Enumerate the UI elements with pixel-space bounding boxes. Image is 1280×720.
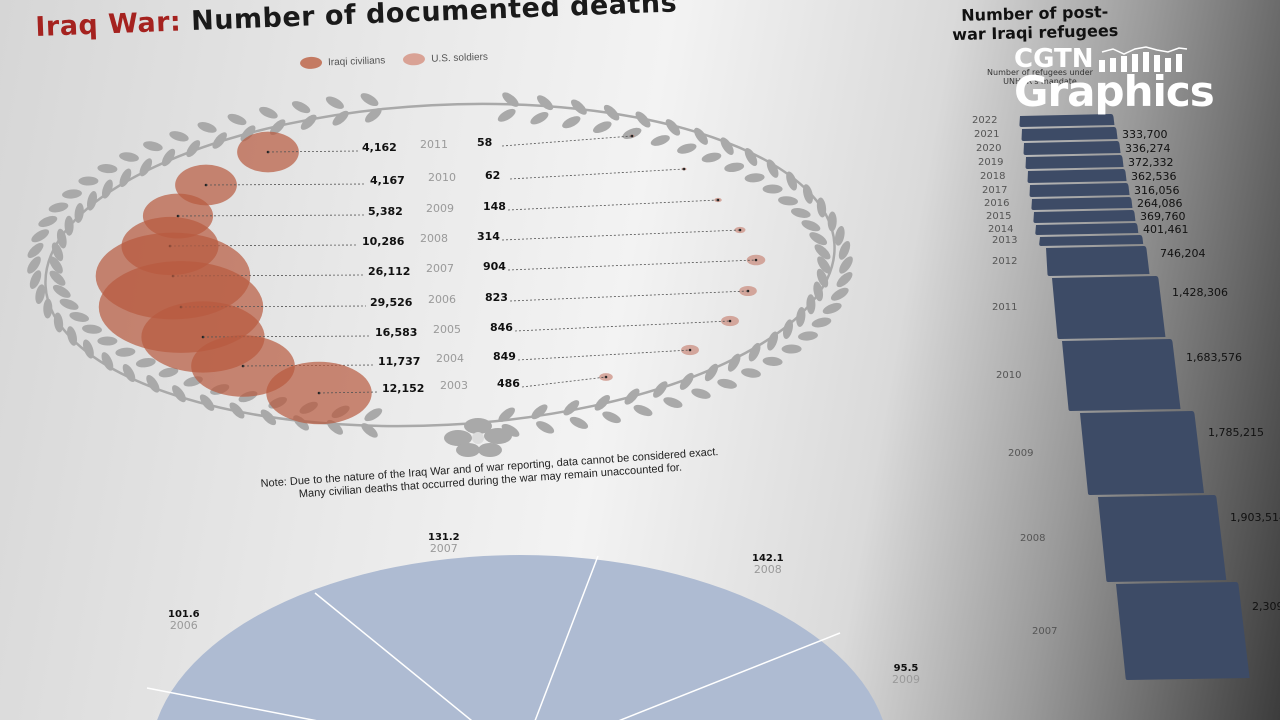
bar-chart-logo-icon <box>1099 46 1188 72</box>
year-label: 2003 <box>440 379 468 392</box>
refugee-value-label: 1,785,215 <box>1208 425 1264 439</box>
refugee-value-label: 362,536 <box>1131 169 1177 183</box>
refugee-bar <box>1039 235 1144 246</box>
refugee-bar <box>1052 276 1166 339</box>
refugee-year-label: 2012 <box>992 255 1018 267</box>
refugee-year-label: 2013 <box>992 235 1018 246</box>
flower-ornament-icon <box>444 418 512 457</box>
refugee-year-label: 2020 <box>976 142 1002 154</box>
title-main: Number of documented deaths <box>190 0 678 38</box>
year-label: 2004 <box>436 352 464 365</box>
refugee-bar <box>1019 114 1115 127</box>
year-label: 2005 <box>433 323 461 336</box>
cgtn-graphics-logo: CGTN Graphics <box>1014 44 1215 116</box>
refugee-value-label: 336,274 <box>1125 141 1171 155</box>
year-label: 2006 <box>428 293 456 306</box>
refugee-value-label: 369,760 <box>1140 210 1186 223</box>
refugee-year-label: 2021 <box>974 128 1000 140</box>
refugee-year-label: 2017 <box>982 184 1008 196</box>
refugee-bar <box>1031 197 1133 210</box>
refugee-year-label: 2014 <box>988 223 1014 235</box>
refugee-bar <box>1098 495 1227 582</box>
refugees-bar-chart <box>1019 114 1250 680</box>
refugee-year-label: 2011 <box>992 302 1018 313</box>
refugee-value-label: 1,683,576 <box>1186 350 1242 364</box>
refugee-bar <box>1029 183 1130 197</box>
laurel-wreath-chart <box>27 92 853 457</box>
soldier-deaths-value: 314 <box>477 230 500 243</box>
year-label: 2011 <box>420 138 448 151</box>
refugee-year-label: 2018 <box>980 170 1006 182</box>
civilian-deaths-value: 5,382 <box>368 205 403 218</box>
civilian-deaths-value: 26,112 <box>368 265 411 278</box>
refugee-year-label: 2016 <box>984 198 1010 209</box>
logo-line1: CGTN <box>1014 44 1094 74</box>
civilian-deaths-value: 10,286 <box>362 235 405 248</box>
laurel-leaves-icon <box>27 92 853 438</box>
refugee-value-label: 1,428,306 <box>1172 285 1228 299</box>
soldier-deaths-value: 904 <box>483 260 506 273</box>
civilian-deaths-value: 4,162 <box>362 141 397 154</box>
refugee-value-label: 264,086 <box>1137 197 1183 210</box>
refugee-bar <box>1027 169 1127 183</box>
soldier-deaths-value: 823 <box>485 291 508 304</box>
refugees-subtitle: Number of refugees under UNHCR's mandate <box>987 68 1093 86</box>
title-prefix: Iraq War: <box>34 6 182 43</box>
soldier-deaths-value: 846 <box>490 321 513 334</box>
civilians-swatch-icon <box>299 56 323 70</box>
legend: Iraqi civilians U.S. soldiers <box>299 51 488 70</box>
legend-item-soldiers: U.S. soldiers <box>403 51 488 66</box>
civilian-deaths-value: 29,526 <box>370 296 413 309</box>
refugee-value-label: 401,461 <box>1143 222 1189 236</box>
year-label: 2007 <box>426 262 454 275</box>
year-label: 2008 <box>420 232 448 245</box>
refugee-value-label: 746,204 <box>1160 247 1206 261</box>
logo-line2: Graphics <box>1014 67 1215 116</box>
soldier-deaths-value: 486 <box>497 377 520 390</box>
soldier-deaths-value: 849 <box>493 350 516 363</box>
refugee-year-label: 2019 <box>978 156 1004 168</box>
civilian-deaths-value: 12,152 <box>382 382 425 395</box>
refugee-value-label: 333,700 <box>1122 127 1168 141</box>
soldier-deaths-value: 62 <box>485 169 501 182</box>
soldier-deaths-value: 58 <box>477 136 493 149</box>
refugee-value-label: 2,309,... <box>1252 600 1280 614</box>
chart-title: Iraq War: Number of documented deaths <box>35 0 816 43</box>
refugee-year-label: 2015 <box>986 211 1012 222</box>
civilian-deaths-value: 4,167 <box>370 174 405 187</box>
refugee-year-label: 2022 <box>972 115 998 126</box>
refugee-year-label: 2010 <box>996 369 1022 381</box>
legend-label: Iraqi civilians <box>327 54 386 68</box>
pie-label-2007: 131.2 2007 <box>428 532 460 555</box>
refugee-bar <box>1025 155 1124 169</box>
legend-item-civilians: Iraqi civilians <box>299 54 386 70</box>
refugee-year-label: 2007 <box>1032 625 1058 637</box>
pie-label-2008: 142.1 2008 <box>752 553 784 576</box>
refugee-year-label: 2008 <box>1020 533 1046 544</box>
refugee-value-label: 316,056 <box>1134 183 1180 197</box>
refugee-bar <box>1023 141 1121 155</box>
refugee-bar <box>1033 210 1136 223</box>
laurel-wreath-icon <box>44 102 836 428</box>
refugee-bar <box>1062 339 1181 411</box>
civilian-deaths-value: 16,583 <box>375 326 418 339</box>
refugee-year-label: 2009 <box>1008 447 1034 459</box>
refugee-value-label: 1,903,514 <box>1230 510 1280 524</box>
legend-label: U.S. soldiers <box>431 51 489 65</box>
pie-label-2009: 95.5 2009 <box>892 663 920 686</box>
civilian-deaths-value: 11,737 <box>378 355 421 368</box>
refugees-title: Number of post-war Iraqi refugees <box>952 2 1119 45</box>
year-label: 2009 <box>426 202 454 215</box>
year-label: 2010 <box>428 171 456 184</box>
pie-label-2006: 101.6 2006 <box>168 609 200 632</box>
refugee-bar <box>1116 582 1250 680</box>
pie-chart <box>146 555 883 720</box>
refugee-value-label: 372,332 <box>1128 155 1174 169</box>
refugee-bar <box>1035 223 1139 235</box>
soldier-deaths-value: 148 <box>483 200 506 213</box>
refugee-bar <box>1046 246 1150 276</box>
refugee-bar <box>1080 411 1204 495</box>
soldiers-swatch-icon <box>403 52 426 66</box>
refugee-bar <box>1021 127 1118 141</box>
